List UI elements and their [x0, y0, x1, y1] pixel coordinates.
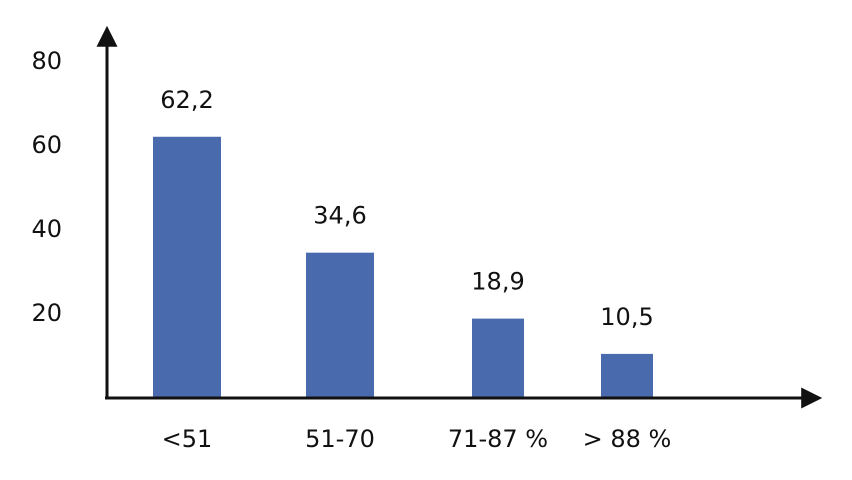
x-tick-label: > 88 % [583, 425, 672, 453]
y-tick-label: 20 [31, 299, 62, 327]
data-label: 62,2 [160, 86, 213, 114]
x-tick-label: 51-70 [305, 425, 375, 453]
y-tick-label: 60 [31, 131, 62, 159]
bar [601, 353, 653, 398]
y-tick-label: 40 [31, 215, 62, 243]
data-label: 10,5 [600, 303, 653, 331]
x-tick-label: <51 [162, 425, 213, 453]
x-tick-label: 71-87 % [448, 425, 548, 453]
bar [153, 136, 221, 398]
bar [306, 252, 374, 398]
data-label: 34,6 [313, 202, 366, 230]
bar [472, 318, 524, 398]
y-tick-label: 80 [31, 47, 62, 75]
data-label: 18,9 [471, 268, 524, 296]
